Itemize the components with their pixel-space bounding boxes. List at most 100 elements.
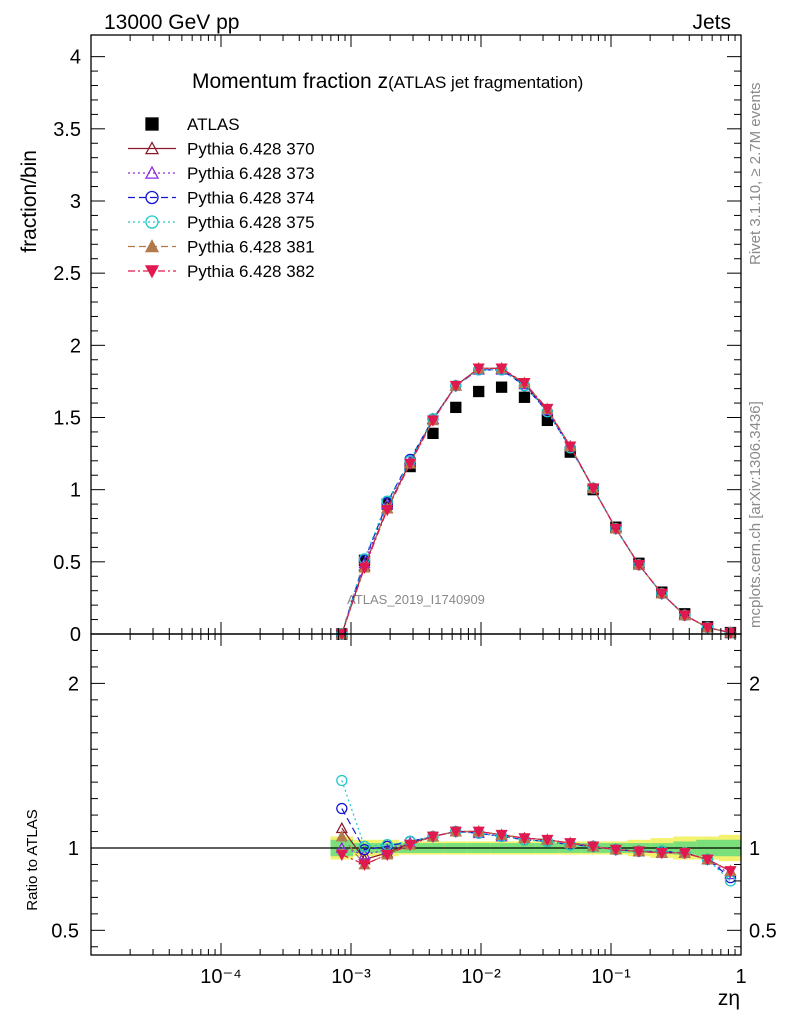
legend-entry-5: Pythia 6.428 381 <box>128 238 315 257</box>
y-tick-label: 1 <box>70 480 81 502</box>
main-y-axis-label: fraction/bin <box>18 150 41 253</box>
ratio-point-5-11 <box>587 841 600 853</box>
point-0-6 <box>473 385 485 398</box>
legend-entry-4: Pythia 6.428 375 <box>128 213 315 232</box>
point-6-7 <box>495 363 508 375</box>
ratio-frame <box>90 633 742 956</box>
y-tick-label: 2 <box>70 335 81 357</box>
point-6-1 <box>358 562 371 574</box>
header-right-label: Jets <box>692 11 731 34</box>
ratio-y-axis-label: Ratio to ATLAS <box>24 809 41 910</box>
ratio-point-5-16 <box>701 854 714 866</box>
ratio-y-tick-label-right: 1 <box>749 838 760 860</box>
x-tick-label: 10⁻³ <box>331 966 371 988</box>
legend-marker-4 <box>145 215 159 229</box>
axes: 10⁻⁴ 10⁻³ 10⁻² 10⁻¹ 1 0 0.5 1 1.5 2 2.5 3 3.5 4 0.5 0.5… <box>51 34 777 988</box>
y-tick-label: 0.5 <box>53 552 81 574</box>
y-tick-label: 1.5 <box>53 407 81 429</box>
ratio-y-tick-label-right: 2 <box>749 673 760 695</box>
ratio-point-4-0 <box>335 830 348 842</box>
point-6-12 <box>609 523 622 536</box>
main-title: Momentum fraction z(ATLAS jet fragmentat… <box>192 70 583 93</box>
point-0-8 <box>518 391 531 403</box>
legend-label-3: Pythia 6.428 374 <box>187 189 315 208</box>
ratio-point-5-13 <box>632 846 646 858</box>
legend-label-0: ATLAS <box>187 115 240 134</box>
y-tick-label: 2.5 <box>53 263 81 285</box>
point-6-14 <box>655 588 668 600</box>
legend-entry-0: ATLAS <box>145 115 240 134</box>
ratio-point-5-4 <box>426 831 440 843</box>
main-plot-marks <box>335 362 737 641</box>
point-0-5 <box>450 401 462 414</box>
ratio-series-line-5 <box>341 830 731 872</box>
ratio-point-5-2 <box>381 849 394 861</box>
point-6-11 <box>587 483 600 495</box>
ratio-point-5-12 <box>609 844 622 857</box>
legend-marker-5 <box>144 239 160 253</box>
ratio-point-5-14 <box>655 848 668 860</box>
series-line-6 <box>341 367 731 635</box>
legend-marker-6 <box>144 265 160 279</box>
series-line-4 <box>341 369 731 635</box>
ratio-point-5-8 <box>518 833 531 845</box>
legend-label-5: Pythia 6.428 381 <box>187 238 315 257</box>
ratio-point-5-9 <box>541 834 554 847</box>
analysis-watermark: ATLAS_2019_I1740909 <box>347 592 485 607</box>
point-6-5 <box>449 380 462 393</box>
main-title-text: Momentum fraction z <box>192 70 388 93</box>
point-6-15 <box>678 610 691 622</box>
ratio-point-5-5 <box>449 826 462 838</box>
x-tick-label: 10⁻¹ <box>591 966 631 988</box>
ratio-point-5-17 <box>724 866 737 878</box>
point-6-16 <box>701 622 714 634</box>
ratio-y-tick-label-right: 0.5 <box>749 920 777 942</box>
ratio-y-tick-label: 2 <box>68 673 79 695</box>
legend-entry-1: Pythia 6.428 370 <box>128 140 315 159</box>
point-6-9 <box>541 403 554 416</box>
legend: ATLAS Pythia 6.428 370 Pythia 6.428 373 Pyt… <box>128 115 315 281</box>
ratio-series-5 <box>335 826 737 878</box>
point-0-4 <box>427 427 439 440</box>
ratio-point-5-15 <box>678 848 691 860</box>
point-6-2 <box>381 504 394 517</box>
ratio-plot-marks <box>335 774 737 887</box>
header-left-label: 13000 GeV pp <box>104 11 239 34</box>
ratio-point-5-7 <box>495 829 508 842</box>
y-tick-label: 3 <box>70 191 81 213</box>
ratio-point-3-1 <box>358 840 371 853</box>
ratio-point-5-1 <box>358 859 371 871</box>
legend-label-2: Pythia 6.428 373 <box>187 164 315 183</box>
ratio-point-3-0 <box>336 774 348 787</box>
legend-entry-6: Pythia 6.428 382 <box>128 262 315 281</box>
legend-entry-3: Pythia 6.428 374 <box>128 189 315 208</box>
point-6-6 <box>472 363 485 375</box>
ratio-point-2-0 <box>336 802 348 815</box>
legend-marker-3 <box>145 190 159 205</box>
point-6-8 <box>518 377 531 390</box>
ratio-series-3 <box>336 774 737 887</box>
rivet-label: Rivet 3.1.10, ≥ 2.7M events <box>747 83 764 266</box>
ratio-y-tick-label: 0.5 <box>51 920 79 942</box>
y-tick-label: 4 <box>70 47 81 69</box>
x-tick-label: 10⁻² <box>461 966 501 988</box>
point-6-10 <box>564 441 577 453</box>
x-tick-label: 1 <box>735 966 746 988</box>
legend-label-6: Pythia 6.428 382 <box>187 262 315 281</box>
ratio-point-5-6 <box>472 826 485 838</box>
point-6-4 <box>426 415 440 427</box>
point-6-3 <box>404 458 417 471</box>
legend-entry-2: Pythia 6.428 373 <box>128 164 315 183</box>
mcplots-label: mcplots.cern.ch [arXiv:1306.3436] <box>747 401 764 628</box>
legend-label-1: Pythia 6.428 370 <box>187 140 315 159</box>
ratio-point-5-3 <box>404 839 417 852</box>
x-tick-label: 10⁻⁴ <box>200 966 241 988</box>
legend-marker-2 <box>144 165 160 179</box>
ratio-y-tick-label: 1 <box>68 838 79 860</box>
ratio-point-5-10 <box>564 838 577 850</box>
x-axis-label: zη <box>718 987 740 1010</box>
legend-marker-1 <box>144 141 160 155</box>
legend-label-4: Pythia 6.428 375 <box>187 213 315 232</box>
y-tick-label: 0 <box>70 624 81 646</box>
